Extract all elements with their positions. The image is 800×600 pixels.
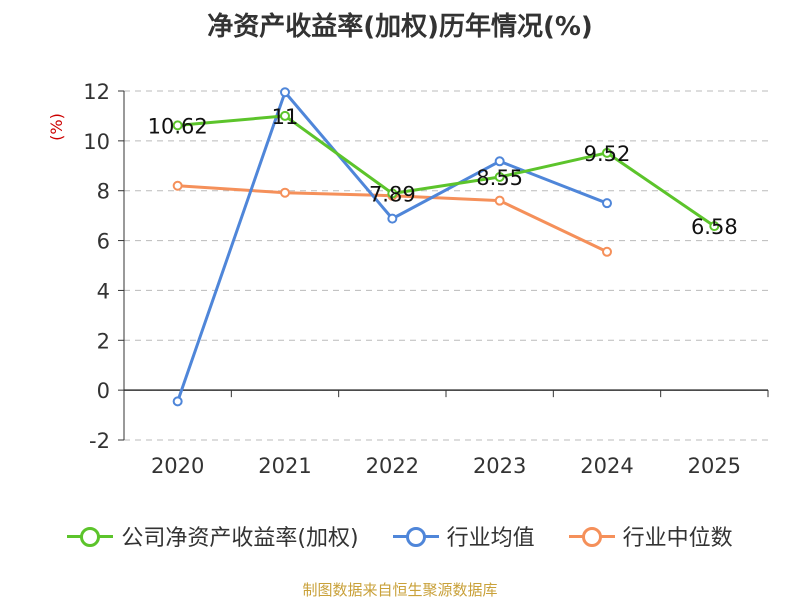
y-tick-label: 12	[83, 80, 110, 104]
data-point[interactable]	[387, 188, 398, 199]
data-point[interactable]	[602, 246, 612, 257]
legend-swatch-industry-median	[568, 526, 615, 547]
y-tick-label: 6	[97, 230, 110, 254]
x-tick-label: 2022	[366, 454, 419, 478]
data-point[interactable]	[494, 172, 505, 183]
axes: -2 0 2 4 6 8 10 12 2020 2021 2022 2023 2024 2025	[83, 80, 769, 478]
data-label: 9.52	[584, 142, 631, 166]
legend-label-industry-mean: 行业均值	[446, 526, 535, 551]
y-tick-label: 2	[97, 329, 110, 353]
data-label: 6.58	[691, 215, 738, 239]
chart-title: 净资产收益率(加权)历年情况(%)	[207, 12, 593, 42]
x-tick-label: 2021	[258, 454, 311, 478]
data-point[interactable]	[602, 198, 612, 209]
y-tick-label: 4	[97, 279, 110, 303]
data-label: 11	[272, 105, 299, 129]
data-point[interactable]	[494, 195, 505, 206]
data-point[interactable]	[709, 221, 720, 232]
data-label: 8.55	[476, 166, 523, 190]
legend-swatch-company	[67, 526, 114, 547]
series-lines	[176, 90, 716, 402]
y-tick-label: 10	[83, 130, 110, 154]
x-tick-label: 2020	[151, 454, 204, 478]
y-tick-label: -2	[89, 429, 110, 453]
data-labels: 10.62 11 7.89 8.55 9.52 6.58	[148, 105, 738, 239]
data-source-note: 制图数据来自恒生聚源数据库	[302, 581, 498, 599]
data-point[interactable]	[280, 87, 290, 98]
x-tick-label: 2025	[688, 454, 741, 478]
data-point[interactable]	[172, 120, 183, 131]
data-point[interactable]	[172, 396, 183, 407]
data-point[interactable]	[494, 156, 505, 167]
x-tick-label: 2023	[473, 454, 526, 478]
grid-lines	[124, 90, 768, 441]
y-tick-label: 8	[97, 180, 110, 204]
legend: 公司净资产收益率(加权) 行业均值 行业中位数	[0, 520, 800, 552]
data-label: 7.89	[369, 182, 416, 206]
data-point[interactable]	[172, 180, 183, 191]
legend-item-industry-mean[interactable]: 行业均值	[392, 520, 535, 552]
data-point[interactable]	[387, 213, 398, 224]
data-label: 10.62	[148, 114, 208, 138]
series-points	[172, 87, 720, 407]
series-line-1	[176, 90, 608, 402]
legend-item-company[interactable]: 公司净资产收益率(加权)	[67, 520, 359, 552]
legend-label-industry-median: 行业中位数	[622, 526, 733, 551]
legend-item-industry-median[interactable]: 行业中位数	[568, 520, 733, 552]
data-point[interactable]	[602, 147, 612, 158]
y-tick-label: 0	[97, 379, 110, 403]
data-point[interactable]	[280, 187, 290, 198]
legend-swatch-industry-mean	[392, 526, 439, 547]
data-point[interactable]	[280, 110, 290, 121]
x-tick-label: 2024	[580, 454, 633, 478]
y-axis-label: (%)	[47, 113, 66, 141]
legend-label-company: 公司净资产收益率(加权)	[121, 526, 359, 551]
series-line-0	[177, 114, 716, 228]
